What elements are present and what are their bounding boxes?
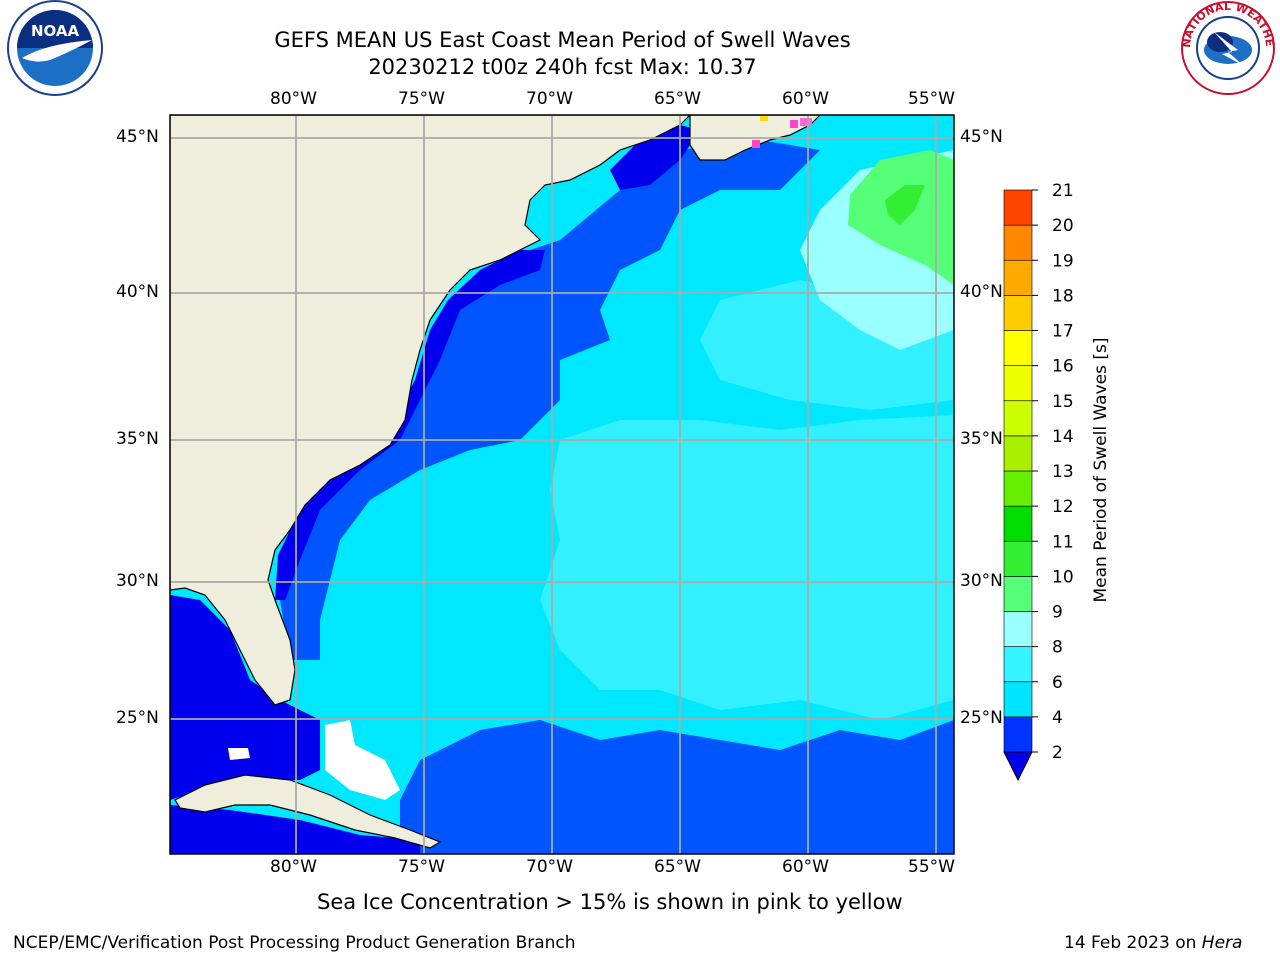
colorbar-tick-label: 6: [1052, 673, 1063, 693]
graticule: [170, 115, 954, 854]
lat-label-right: 35°N: [960, 429, 1003, 449]
colorbar-tick-label: 21: [1052, 181, 1074, 201]
colorbar-tick-label: 18: [1052, 286, 1074, 306]
lon-label-top: 75°W: [398, 89, 445, 109]
colorbar-tick-label: 13: [1052, 462, 1074, 482]
sea-ice-patch: [752, 140, 760, 148]
colorbar-swatch: [1003, 576, 1033, 612]
lon-label-bottom: 60°W: [782, 857, 829, 877]
lon-label-top: 80°W: [270, 89, 317, 109]
colorbar-tick-label: 12: [1052, 497, 1074, 517]
land-cuba: [174, 774, 442, 849]
lon-label-bottom: 65°W: [654, 857, 701, 877]
colorbar-swatch: [1003, 295, 1033, 331]
swell-band-2-4: [280, 140, 820, 660]
colorbar-tick-label: 8: [1052, 638, 1063, 658]
footer-date-text: 14 Feb 2023 on: [1064, 933, 1202, 953]
swell-band-10-11: [885, 185, 925, 225]
sea-ice-patch: [790, 120, 798, 128]
lat-label-right: 45°N: [960, 127, 1003, 147]
lat-label-left: 35°N: [116, 429, 159, 449]
colorbar-swatch: [1003, 646, 1033, 683]
gulf-of-mexico-swell: [170, 595, 320, 800]
lat-label-right: 25°N: [960, 708, 1003, 728]
colorbar-swatch: [1003, 505, 1033, 542]
colorbar-tick-label: 9: [1052, 603, 1063, 623]
colorbar-swatch: [1003, 224, 1033, 261]
colorbar-swatch: [1003, 611, 1033, 647]
swell-band-below-2-north: [610, 125, 700, 190]
map-frame: [169, 114, 955, 855]
map-title: GEFS MEAN US East Coast Mean Period of S…: [274, 28, 851, 52]
sea-ice-annotation: Sea Ice Concentration > 15% is shown in …: [317, 890, 903, 914]
colorbar-swatch: [1003, 400, 1033, 437]
lat-label-right: 40°N: [960, 282, 1003, 302]
lon-label-top: 60°W: [782, 89, 829, 109]
colorbar-swatch: [1003, 330, 1033, 366]
lon-label-top: 65°W: [654, 89, 701, 109]
colorbar-tick-label: 4: [1052, 708, 1063, 728]
colorbar-swatch: [1003, 365, 1033, 402]
colorbar-tick-label: 10: [1052, 567, 1074, 587]
lat-label-right: 30°N: [960, 571, 1003, 591]
colorbar-swatch: [1003, 470, 1033, 507]
colorbar-swatch: [1003, 681, 1033, 718]
colorbar-tick-label: 19: [1052, 251, 1074, 271]
swell-band-6-8: [540, 415, 954, 720]
nws-logo-text: NATIONAL WEATHER SERVICE: [0, 0, 1276, 48]
land-us-east-coast: [170, 115, 691, 706]
caribbean-swell: [170, 805, 420, 854]
lon-label-bottom: 55°W: [908, 857, 955, 877]
sea-ice-patch: [800, 118, 812, 126]
colorbar: 2 4 6 8 9 10 11 12 13 14 15 16 17 18 19 20 21: [1003, 181, 1074, 782]
lon-label-bottom: 70°W: [526, 857, 573, 877]
colorbar-tick-label: 11: [1052, 532, 1074, 552]
colorbar-tick-label: 15: [1052, 392, 1074, 412]
bahamas-no-data: [325, 720, 400, 800]
colorbar-extend-arrow: [1003, 751, 1033, 782]
footer-credit: NCEP/EMC/Verification Post Processing Pr…: [13, 933, 576, 953]
colorbar-swatch: [1003, 435, 1033, 472]
colorbar-tick-label: 16: [1052, 357, 1074, 377]
lat-label-left: 45°N: [116, 127, 159, 147]
sea-ice-patch: [760, 115, 768, 121]
lon-label-bottom: 80°W: [270, 857, 317, 877]
nws-logo: NATIONAL WEATHER SERVICE: [0, 0, 1276, 95]
noaa-logo-text: NOAA: [31, 22, 80, 40]
noaa-logo: NOAA: [7, 0, 103, 96]
colorbar-swatch: [1003, 189, 1033, 226]
colorbar-swatch: [1003, 259, 1033, 296]
colorbar-tick-label: 2: [1052, 743, 1063, 763]
lat-label-left: 40°N: [116, 282, 159, 302]
colorbar-tick-label: 20: [1052, 216, 1074, 236]
colorbar-swatch: [1003, 716, 1033, 753]
lon-label-top: 70°W: [526, 89, 573, 109]
lon-label-bottom: 75°W: [398, 857, 445, 877]
footer-machine: Hera: [1201, 933, 1243, 953]
lat-label-left: 30°N: [116, 571, 159, 591]
colorbar-swatch: [1003, 540, 1033, 577]
footer-date: 14 Feb 2023 on Hera: [1064, 933, 1242, 953]
lon-label-top: 55°W: [908, 89, 955, 109]
colorbar-tick-label: 14: [1052, 427, 1074, 447]
map-area: [170, 115, 954, 854]
swell-band-2-4-south: [400, 720, 954, 854]
florida-keys-no-data: [228, 748, 250, 760]
svg-text:NATIONAL WEATHER SERVICE: NATIONAL WEATHER SERVICE: [0, 0, 1276, 48]
lat-label-left: 25°N: [116, 708, 159, 728]
colorbar-label: Mean Period of Swell Waves [s]: [1091, 338, 1111, 603]
colorbar-tick-label: 17: [1052, 322, 1074, 342]
map-subtitle: 20230212 t00z 240h fcst Max: 10.37: [368, 55, 757, 79]
